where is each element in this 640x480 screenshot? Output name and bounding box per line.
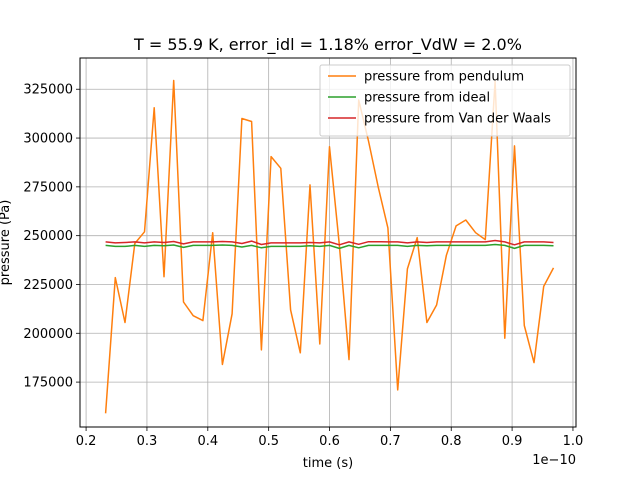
x-axis-ticks: 0.2 0.3 0.4 0.5 0.6 0.7 0.8 0.9 1.0 bbox=[76, 427, 584, 449]
y-axis-label: pressure (Pa) bbox=[0, 200, 13, 286]
x-tick-label: 0.5 bbox=[258, 434, 279, 449]
y-tick-label: 275000 bbox=[23, 180, 73, 195]
legend-entry-label: pressure from pendulum bbox=[364, 70, 524, 85]
legend: pressure from pendulum pressure from idea… bbox=[319, 64, 571, 137]
series-line-pressure-from-van-der-waals bbox=[105, 239, 554, 246]
x-tick-label: 1.0 bbox=[563, 434, 584, 449]
plot-frame bbox=[79, 57, 577, 428]
y-tick-label: 175000 bbox=[23, 376, 73, 391]
y-tick-label: 300000 bbox=[23, 132, 73, 147]
legend-entry-label: pressure from Van der Waals bbox=[364, 112, 551, 127]
x-tick-label: 0.9 bbox=[502, 434, 523, 449]
x-axis-label: time (s) bbox=[303, 456, 353, 471]
series-layer bbox=[104, 79, 555, 414]
x-tick-label: 0.8 bbox=[441, 434, 462, 449]
legend-entry-label: pressure from ideal bbox=[364, 91, 490, 106]
chart-title: T = 55.9 K, error_idl = 1.18% error_VdW … bbox=[133, 35, 522, 55]
series-line-pressure-from-pendulum bbox=[104, 79, 555, 414]
x-tick-label: 0.6 bbox=[319, 434, 340, 449]
legend-box bbox=[319, 64, 571, 137]
y-axis-ticks: 175000 200000 225000 250000 275000 300000 3250… bbox=[23, 83, 80, 391]
series-line-pressure-from-ideal bbox=[105, 243, 554, 250]
x-tick-label: 0.3 bbox=[137, 434, 158, 449]
y-tick-label: 325000 bbox=[23, 83, 73, 98]
y-tick-label: 225000 bbox=[23, 278, 73, 293]
x-tick-label: 0.4 bbox=[197, 434, 218, 449]
y-tick-label: 200000 bbox=[23, 327, 73, 342]
x-tick-label: 0.2 bbox=[76, 434, 97, 449]
y-tick-label: 250000 bbox=[23, 229, 73, 244]
x-axis-offset-label: 1e−10 bbox=[532, 453, 576, 468]
x-tick-label: 0.7 bbox=[380, 434, 401, 449]
